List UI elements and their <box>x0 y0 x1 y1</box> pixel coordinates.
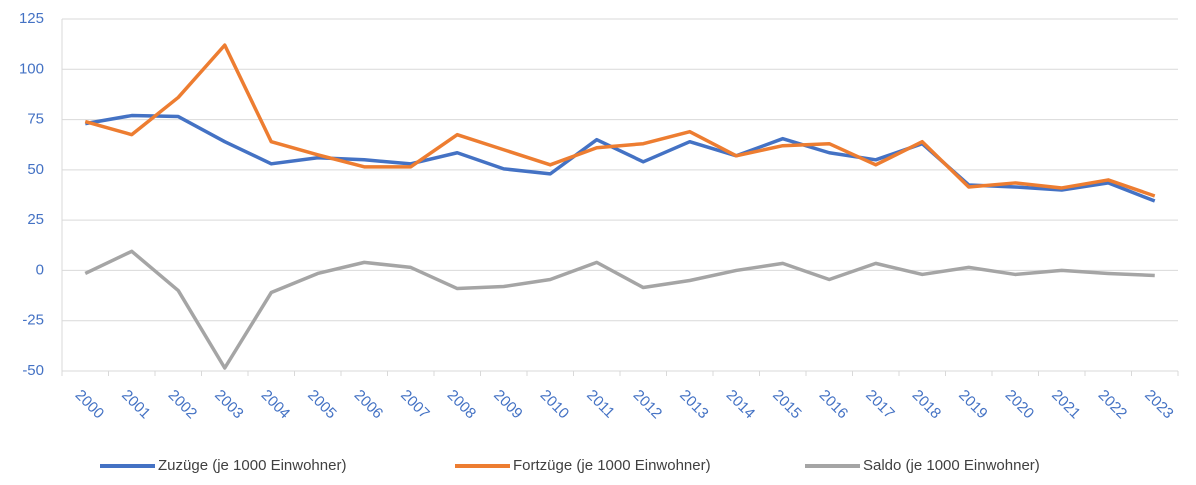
x-tick-label: 2017 <box>862 387 898 423</box>
x-tick-label: 2016 <box>816 387 852 423</box>
y-tick-label: -25 <box>22 312 44 329</box>
y-tick-label: 25 <box>27 211 44 228</box>
x-tick-label: 2004 <box>258 387 294 423</box>
x-tick-label: 2023 <box>1141 387 1177 423</box>
y-tick-label: 75 <box>27 111 44 128</box>
legend-label: Fortzüge (je 1000 Einwohner) <box>513 457 711 474</box>
y-tick-label: 0 <box>36 261 44 278</box>
legend-label: Zuzüge (je 1000 Einwohner) <box>158 457 346 474</box>
series-line <box>84 43 1156 198</box>
legend-label: Saldo (je 1000 Einwohner) <box>863 457 1040 474</box>
x-tick-label: 2007 <box>397 387 433 423</box>
series-line <box>84 113 1156 203</box>
x-tick-label: 2018 <box>909 387 945 423</box>
series-line <box>84 249 1155 370</box>
x-tick-label: 2008 <box>444 387 480 423</box>
x-tick-label: 2014 <box>723 387 759 423</box>
y-tick-label: -50 <box>22 362 44 379</box>
x-tick-label: 2015 <box>769 387 805 423</box>
x-tick-label: 2002 <box>165 387 201 423</box>
legend: Zuzüge (je 1000 Einwohner) Fortzüge (je 1… <box>100 457 1040 474</box>
y-tick-label: 125 <box>19 10 44 27</box>
x-tick-label: 2020 <box>1002 387 1038 423</box>
x-tick-label: 2019 <box>955 387 991 423</box>
x-tick-label: 2000 <box>72 387 108 423</box>
x-tick-label: 2010 <box>537 387 573 423</box>
x-tick-label: 2012 <box>630 387 666 423</box>
x-tick-label: 2001 <box>118 387 154 423</box>
x-tick-label: 2011 <box>583 387 618 422</box>
x-tick-label: 2021 <box>1048 387 1084 423</box>
x-tick-label: 2003 <box>211 387 247 423</box>
y-tick-label: 100 <box>19 60 44 77</box>
y-tick-label: 50 <box>27 161 44 178</box>
x-tick-label: 2022 <box>1095 387 1131 423</box>
x-tick-label: 2013 <box>676 387 712 423</box>
x-tick-label: 2005 <box>304 387 340 423</box>
x-tick-label: 2009 <box>490 387 526 423</box>
x-tick-label: 2006 <box>351 387 387 423</box>
